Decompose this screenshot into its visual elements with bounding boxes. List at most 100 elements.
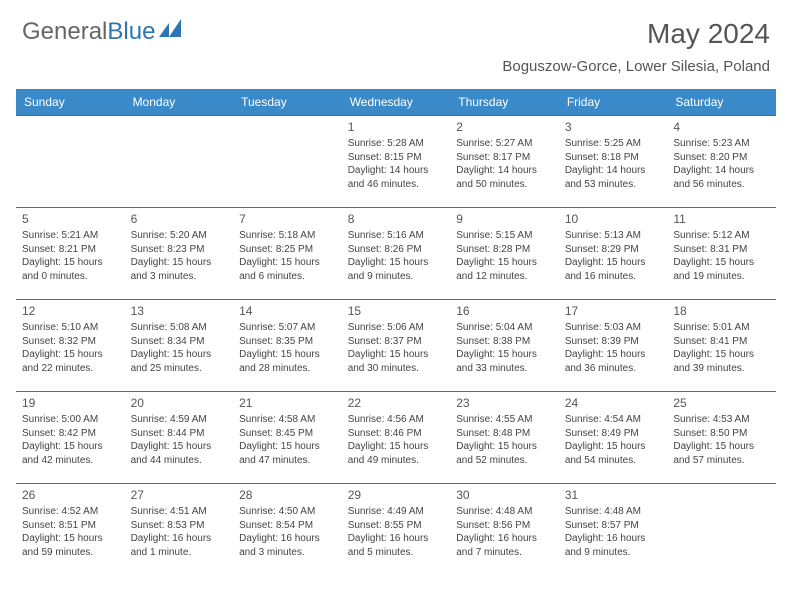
day-info: Sunrise: 5:08 AMSunset: 8:34 PMDaylight:… [131,321,228,375]
calendar-body: 1Sunrise: 5:28 AMSunset: 8:15 PMDaylight… [16,116,776,576]
day-info: Sunrise: 4:51 AMSunset: 8:53 PMDaylight:… [131,505,228,559]
empty-cell [667,484,776,576]
day-info: Sunrise: 4:49 AMSunset: 8:55 PMDaylight:… [348,505,445,559]
day-info: Sunrise: 5:07 AMSunset: 8:35 PMDaylight:… [239,321,336,375]
dayhead-thursday: Thursday [450,89,559,116]
day-number: 17 [565,304,662,318]
dayhead-friday: Friday [559,89,668,116]
day-number: 2 [456,120,553,134]
day-cell-18: 18 Sunrise: 5:01 AMSunset: 8:41 PMDayligh… [667,300,776,392]
dayhead-wednesday: Wednesday [342,89,451,116]
empty-cell [125,116,234,208]
day-cell-25: 25 Sunrise: 4:53 AMSunset: 8:50 PMDayligh… [667,392,776,484]
day-info: Sunrise: 4:48 AMSunset: 8:56 PMDaylight:… [456,505,553,559]
day-cell-9: 9Sunrise: 5:15 AMSunset: 8:28 PMDaylight… [450,208,559,300]
day-number: 19 [22,396,119,410]
day-cell-20: 20 Sunrise: 4:59 AMSunset: 8:44 PMDayligh… [125,392,234,484]
day-number: 4 [673,120,770,134]
day-cell-22: 22 Sunrise: 4:56 AMSunset: 8:46 PMDayligh… [342,392,451,484]
day-cell-27: 27 Sunrise: 4:51 AMSunset: 8:53 PMDayligh… [125,484,234,576]
header: GeneralBlue May 2024 Boguszow-Gorce, Low… [0,0,792,81]
day-cell-24: 24 Sunrise: 4:54 AMSunset: 8:49 PMDayligh… [559,392,668,484]
day-info: Sunrise: 4:53 AMSunset: 8:50 PMDaylight:… [673,413,770,467]
day-info: Sunrise: 4:50 AMSunset: 8:54 PMDaylight:… [239,505,336,559]
calendar-table: SundayMondayTuesdayWednesdayThursdayFrid… [16,89,776,576]
month-title: May 2024 [502,18,770,50]
day-info: Sunrise: 5:21 AMSunset: 8:21 PMDaylight:… [22,229,119,283]
day-info: Sunrise: 4:55 AMSunset: 8:48 PMDaylight:… [456,413,553,467]
empty-cell [233,116,342,208]
day-cell-26: 26Sunrise: 4:52 AMSunset: 8:51 PMDayligh… [16,484,125,576]
dayhead-saturday: Saturday [667,89,776,116]
day-cell-15: 15Sunrise: 5:06 AMSunset: 8:37 PMDayligh… [342,300,451,392]
day-number: 21 [239,396,336,410]
logo: GeneralBlue [22,18,185,46]
day-cell-23: 23Sunrise: 4:55 AMSunset: 8:48 PMDayligh… [450,392,559,484]
empty-cell [16,116,125,208]
week-row: 5 Sunrise: 5:21 AMSunset: 8:21 PMDaylight… [16,208,776,300]
day-number: 14 [239,304,336,318]
day-number: 20 [131,396,228,410]
day-cell-2: 2Sunrise: 5:27 AMSunset: 8:17 PMDaylight… [450,116,559,208]
day-number: 30 [456,488,553,502]
day-info: Sunrise: 5:03 AMSunset: 8:39 PMDaylight:… [565,321,662,375]
location: Boguszow-Gorce, Lower Silesia, Poland [502,58,770,75]
day-cell-16: 16 Sunrise: 5:04 AMSunset: 8:38 PMDayligh… [450,300,559,392]
day-number: 7 [239,212,336,226]
day-cell-5: 5 Sunrise: 5:21 AMSunset: 8:21 PMDaylight… [16,208,125,300]
dayhead-monday: Monday [125,89,234,116]
day-number: 1 [348,120,445,134]
day-number: 16 [456,304,553,318]
brand-part1: General [22,18,107,46]
day-cell-17: 17 Sunrise: 5:03 AMSunset: 8:39 PMDayligh… [559,300,668,392]
day-cell-10: 10 Sunrise: 5:13 AMSunset: 8:29 PMDayligh… [559,208,668,300]
day-number: 18 [673,304,770,318]
day-cell-21: 21 Sunrise: 4:58 AMSunset: 8:45 PMDayligh… [233,392,342,484]
dayhead-row: SundayMondayTuesdayWednesdayThursdayFrid… [16,89,776,116]
day-info: Sunrise: 5:06 AMSunset: 8:37 PMDaylight:… [348,321,445,375]
day-info: Sunrise: 4:48 AMSunset: 8:57 PMDaylight:… [565,505,662,559]
day-cell-1: 1Sunrise: 5:28 AMSunset: 8:15 PMDaylight… [342,116,451,208]
day-info: Sunrise: 4:58 AMSunset: 8:45 PMDaylight:… [239,413,336,467]
day-number: 24 [565,396,662,410]
day-number: 27 [131,488,228,502]
dayhead-tuesday: Tuesday [233,89,342,116]
day-info: Sunrise: 5:18 AMSunset: 8:25 PMDaylight:… [239,229,336,283]
dayhead-sunday: Sunday [16,89,125,116]
day-info: Sunrise: 4:54 AMSunset: 8:49 PMDaylight:… [565,413,662,467]
day-info: Sunrise: 5:00 AMSunset: 8:42 PMDaylight:… [22,413,119,467]
brand-part2: Blue [107,18,155,46]
day-info: Sunrise: 5:13 AMSunset: 8:29 PMDaylight:… [565,229,662,283]
day-number: 12 [22,304,119,318]
week-row: 12 Sunrise: 5:10 AMSunset: 8:32 PMDayligh… [16,300,776,392]
day-number: 6 [131,212,228,226]
day-number: 5 [22,212,119,226]
day-number: 3 [565,120,662,134]
brand-icon [159,18,185,46]
day-info: Sunrise: 5:12 AMSunset: 8:31 PMDaylight:… [673,229,770,283]
day-number: 31 [565,488,662,502]
day-info: Sunrise: 5:04 AMSunset: 8:38 PMDaylight:… [456,321,553,375]
week-row: 26Sunrise: 4:52 AMSunset: 8:51 PMDayligh… [16,484,776,576]
day-number: 29 [348,488,445,502]
day-info: Sunrise: 4:59 AMSunset: 8:44 PMDaylight:… [131,413,228,467]
day-cell-7: 7 Sunrise: 5:18 AMSunset: 8:25 PMDaylight… [233,208,342,300]
week-row: 1Sunrise: 5:28 AMSunset: 8:15 PMDaylight… [16,116,776,208]
day-number: 9 [456,212,553,226]
day-number: 11 [673,212,770,226]
day-info: Sunrise: 5:10 AMSunset: 8:32 PMDaylight:… [22,321,119,375]
day-info: Sunrise: 5:16 AMSunset: 8:26 PMDaylight:… [348,229,445,283]
day-info: Sunrise: 4:56 AMSunset: 8:46 PMDaylight:… [348,413,445,467]
day-number: 8 [348,212,445,226]
day-cell-30: 30 Sunrise: 4:48 AMSunset: 8:56 PMDayligh… [450,484,559,576]
day-cell-6: 6Sunrise: 5:20 AMSunset: 8:23 PMDaylight… [125,208,234,300]
day-number: 25 [673,396,770,410]
day-info: Sunrise: 4:52 AMSunset: 8:51 PMDaylight:… [22,505,119,559]
day-info: Sunrise: 5:25 AMSunset: 8:18 PMDaylight:… [565,137,662,191]
day-info: Sunrise: 5:01 AMSunset: 8:41 PMDaylight:… [673,321,770,375]
day-cell-19: 19 Sunrise: 5:00 AMSunset: 8:42 PMDayligh… [16,392,125,484]
day-info: Sunrise: 5:23 AMSunset: 8:20 PMDaylight:… [673,137,770,191]
day-number: 22 [348,396,445,410]
day-number: 10 [565,212,662,226]
day-number: 13 [131,304,228,318]
